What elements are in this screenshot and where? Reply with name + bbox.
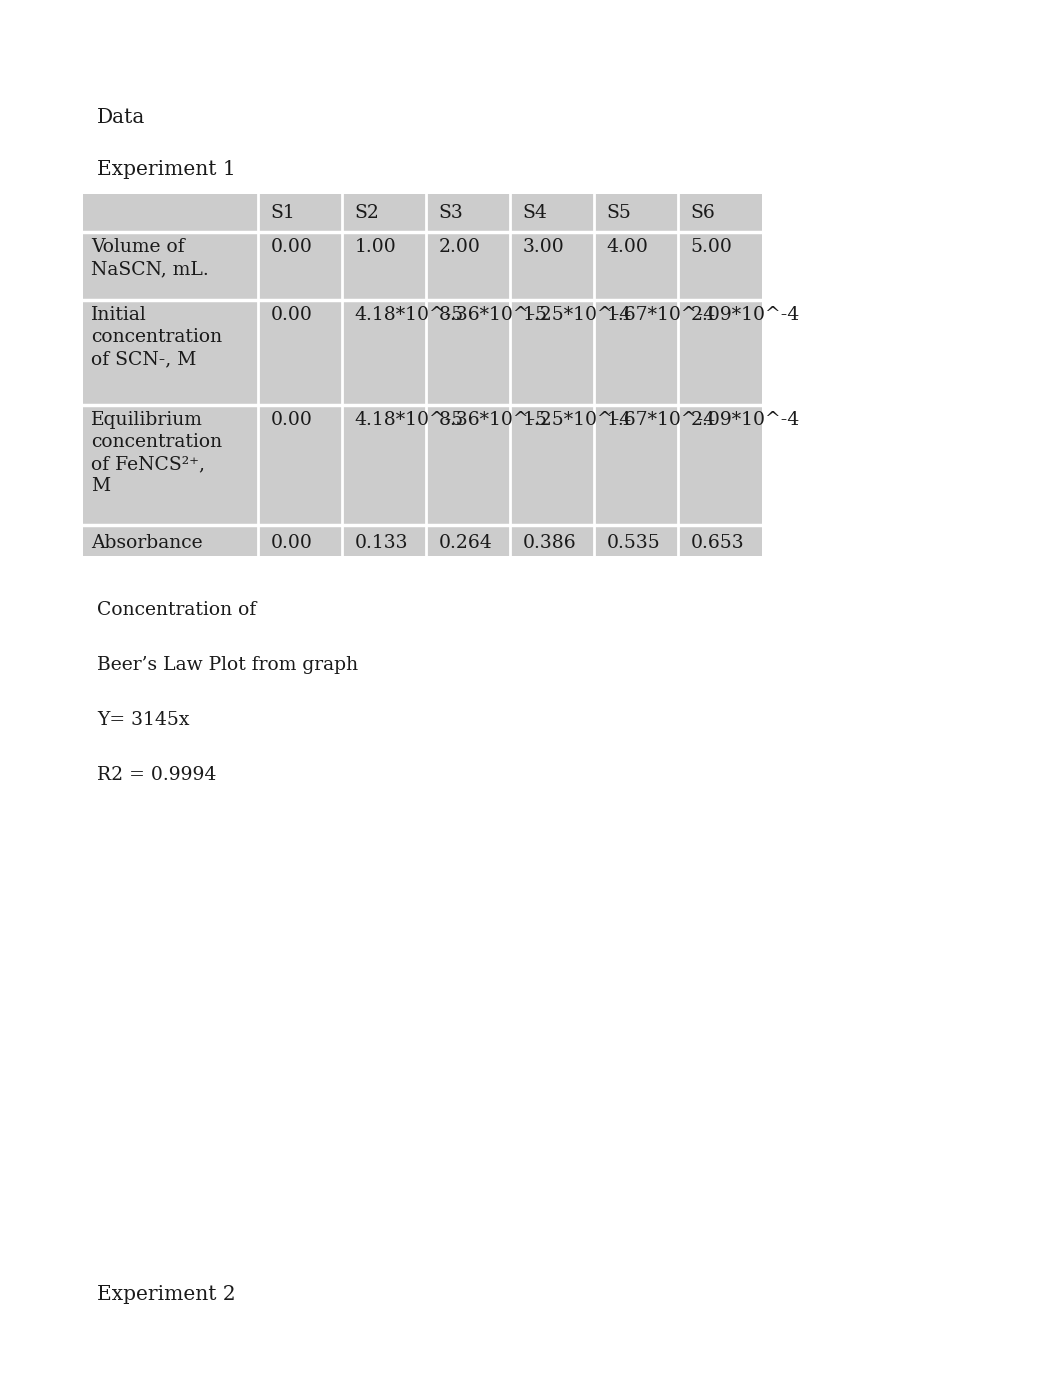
Text: 5.00: 5.00	[690, 238, 733, 256]
Text: 0.00: 0.00	[271, 305, 312, 323]
Text: R2 = 0.9994: R2 = 0.9994	[97, 766, 217, 784]
Text: 2.09*10^-4: 2.09*10^-4	[690, 305, 800, 323]
Text: Experiment 1: Experiment 1	[97, 160, 236, 179]
Text: of SCN-, M: of SCN-, M	[91, 350, 196, 367]
Text: of FeNCS²⁺,: of FeNCS²⁺,	[91, 455, 205, 473]
Text: 0.386: 0.386	[523, 534, 577, 552]
Text: Equilibrium: Equilibrium	[91, 411, 203, 429]
Text: 0.133: 0.133	[355, 534, 408, 552]
Text: Initial: Initial	[91, 305, 147, 323]
Text: 1.25*10^-4: 1.25*10^-4	[523, 411, 632, 429]
Text: 0.535: 0.535	[606, 534, 661, 552]
Text: 3.00: 3.00	[523, 238, 564, 256]
Text: NaSCN, mL.: NaSCN, mL.	[91, 260, 209, 278]
Text: 0.00: 0.00	[271, 534, 312, 552]
Text: 1.67*10^-4: 1.67*10^-4	[606, 411, 716, 429]
Text: 1.00: 1.00	[355, 238, 396, 256]
Text: Data: Data	[97, 107, 145, 127]
Text: concentration: concentration	[91, 433, 222, 451]
Text: 4.00: 4.00	[606, 238, 649, 256]
Text: 2.00: 2.00	[439, 238, 480, 256]
Text: 8.36*10^-5: 8.36*10^-5	[439, 411, 548, 429]
Text: 4.18*10^-5: 4.18*10^-5	[355, 305, 464, 323]
Text: S3: S3	[439, 204, 463, 222]
Text: Concentration of: Concentration of	[97, 601, 256, 619]
Text: 2.09*10^-4: 2.09*10^-4	[690, 411, 800, 429]
Text: 4.18*10^-5: 4.18*10^-5	[355, 411, 464, 429]
Text: S2: S2	[355, 204, 379, 222]
Text: 1.25*10^-4: 1.25*10^-4	[523, 305, 632, 323]
Text: 0.00: 0.00	[271, 411, 312, 429]
Text: Volume of: Volume of	[91, 238, 185, 256]
Text: 0.653: 0.653	[690, 534, 744, 552]
Text: Y= 3145x: Y= 3145x	[97, 711, 189, 729]
Bar	[83, 194, 763, 556]
Text: 0.264: 0.264	[439, 534, 493, 552]
Text: S5: S5	[606, 204, 632, 222]
Text: 0.00: 0.00	[271, 238, 312, 256]
Text: 8.36*10^-5: 8.36*10^-5	[439, 305, 548, 323]
Text: S1: S1	[271, 204, 295, 222]
Text: 1.67*10^-4: 1.67*10^-4	[606, 305, 716, 323]
Text: M: M	[91, 477, 110, 495]
Text: Beer’s Law Plot from graph: Beer’s Law Plot from graph	[97, 656, 358, 674]
Text: Absorbance: Absorbance	[91, 534, 203, 552]
Text: concentration: concentration	[91, 327, 222, 345]
Text: Experiment 2: Experiment 2	[97, 1285, 236, 1304]
Text: S6: S6	[690, 204, 716, 222]
Text: S4: S4	[523, 204, 548, 222]
